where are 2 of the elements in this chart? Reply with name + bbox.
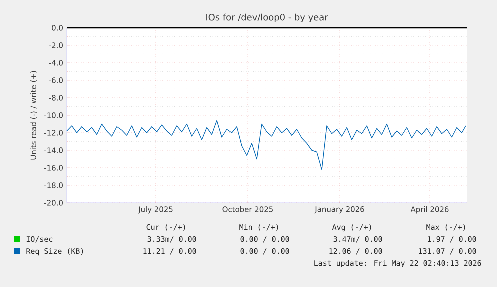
line-series <box>66 120 466 170</box>
chart-title: IOs for /dev/loop0 - by year <box>206 14 328 22</box>
